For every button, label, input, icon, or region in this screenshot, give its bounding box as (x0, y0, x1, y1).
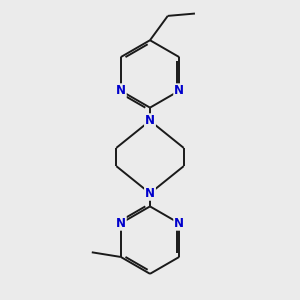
Text: N: N (145, 114, 155, 127)
Text: N: N (145, 187, 155, 200)
Text: N: N (174, 217, 184, 230)
Text: N: N (174, 84, 184, 97)
Text: N: N (116, 217, 126, 230)
Text: N: N (116, 84, 126, 97)
